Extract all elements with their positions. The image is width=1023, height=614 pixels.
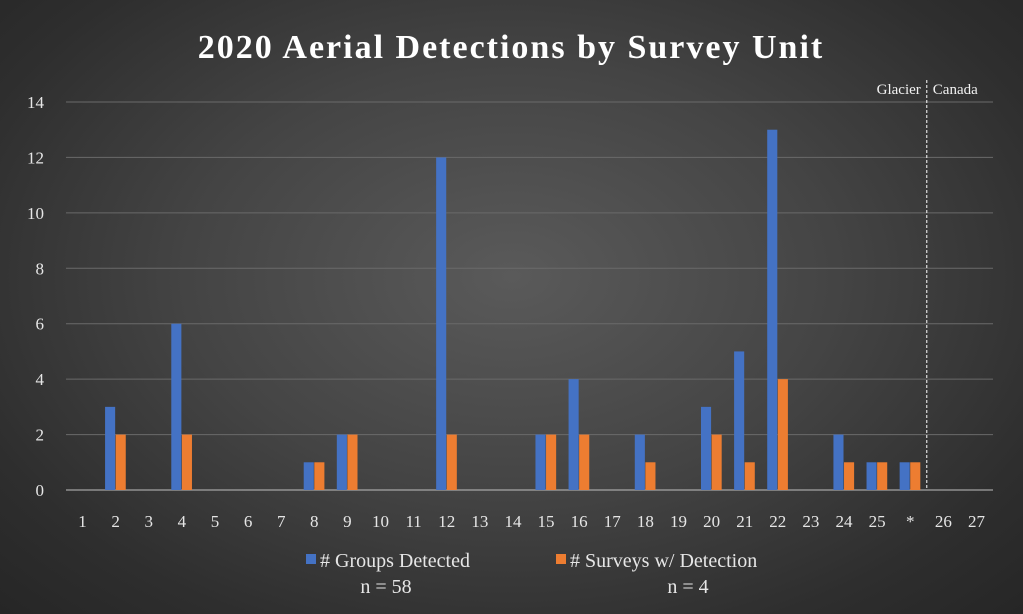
bar-surveys-15 [546, 435, 556, 490]
bar-groups-2 [105, 407, 115, 490]
x-tick-label: 9 [343, 512, 352, 531]
x-tick-label: * [906, 512, 915, 531]
bar-groups-25 [867, 462, 877, 490]
x-tick-label: 3 [145, 512, 154, 531]
x-tick-label: 17 [604, 512, 622, 531]
x-tick-label: 27 [968, 512, 986, 531]
bar-surveys-* [910, 462, 920, 490]
x-tick-label: 14 [504, 512, 522, 531]
bar-groups-8 [304, 462, 314, 490]
x-tick-label: 21 [736, 512, 753, 531]
bar-groups-9 [337, 435, 347, 490]
region-label-canada: Canada [933, 82, 978, 98]
legend-swatch-surveys [556, 554, 566, 564]
bar-groups-* [900, 462, 910, 490]
bar-surveys-25 [877, 462, 887, 490]
bar-groups-24 [833, 435, 843, 490]
bar-groups-12 [436, 157, 446, 490]
x-tick-label: 10 [372, 512, 389, 531]
chart: 2020 Aerial Detections by Survey Unit 0 2… [0, 0, 1023, 614]
x-tick-label: 26 [935, 512, 952, 531]
y-tick-label: 10 [27, 204, 44, 223]
bar-groups-21 [734, 351, 744, 490]
bar-surveys-16 [579, 435, 589, 490]
bar-groups-22 [767, 130, 777, 490]
x-tick-label: 12 [438, 512, 455, 531]
y-tick-label: 0 [36, 481, 45, 500]
bar-groups-16 [569, 379, 579, 490]
x-tick-label: 22 [769, 512, 786, 531]
bars [105, 130, 920, 490]
legend: # Groups Detected n = 58 # Surveys w/ De… [306, 550, 757, 598]
chart-title: 2020 Aerial Detections by Survey Unit [198, 29, 824, 66]
legend-note-surveys: n = 4 [667, 576, 708, 598]
legend-label-groups: # Groups Detected [320, 550, 470, 572]
y-tick-label: 12 [27, 148, 44, 167]
bar-groups-4 [171, 324, 181, 490]
x-tick-label: 20 [703, 512, 720, 531]
bar-surveys-8 [314, 462, 324, 490]
x-tick-label: 8 [310, 512, 319, 531]
y-tick-label: 6 [36, 315, 45, 334]
chart-svg: 2020 Aerial Detections by Survey Unit 0 2… [0, 0, 1023, 614]
x-tick-label: 11 [405, 512, 421, 531]
bar-surveys-2 [116, 435, 126, 490]
bar-surveys-21 [745, 462, 755, 490]
bar-groups-15 [535, 435, 545, 490]
x-tick-label: 7 [277, 512, 286, 531]
x-tick-label: 23 [802, 512, 819, 531]
y-tick-label: 8 [36, 259, 45, 278]
x-axis-ticks: 1 2 3 4 5 6 7 8 9 10 11 12 13 14 15 16 17 18 19 20 21 22 23 24 2… [78, 512, 985, 531]
x-tick-label: 25 [869, 512, 886, 531]
bar-surveys-24 [844, 462, 854, 490]
legend-note-groups: n = 58 [360, 576, 411, 598]
y-tick-label: 2 [36, 426, 45, 445]
y-tick-label: 4 [36, 370, 45, 389]
bar-surveys-4 [182, 435, 192, 490]
x-tick-label: 6 [244, 512, 253, 531]
region-annotation: Glacier Canada [877, 80, 978, 490]
x-tick-label: 2 [111, 512, 120, 531]
x-tick-label: 1 [78, 512, 87, 531]
bar-surveys-22 [778, 379, 788, 490]
bar-surveys-18 [645, 462, 655, 490]
bar-groups-20 [701, 407, 711, 490]
bar-surveys-20 [712, 435, 722, 490]
y-axis-ticks: 0 2 4 6 8 10 12 14 [27, 93, 45, 500]
x-tick-label: 18 [637, 512, 654, 531]
legend-swatch-groups [306, 554, 316, 564]
legend-label-surveys: # Surveys w/ Detection [570, 550, 757, 572]
x-tick-label: 19 [670, 512, 687, 531]
y-tick-label: 14 [27, 93, 45, 112]
bar-groups-18 [635, 435, 645, 490]
x-tick-label: 4 [178, 512, 187, 531]
bar-surveys-12 [447, 435, 457, 490]
x-tick-label: 5 [211, 512, 220, 531]
region-label-glacier: Glacier [877, 82, 921, 98]
x-tick-label: 15 [538, 512, 555, 531]
x-tick-label: 24 [836, 512, 854, 531]
gridlines [66, 102, 993, 490]
x-tick-label: 16 [571, 512, 588, 531]
bar-surveys-9 [347, 435, 357, 490]
x-tick-label: 13 [471, 512, 488, 531]
